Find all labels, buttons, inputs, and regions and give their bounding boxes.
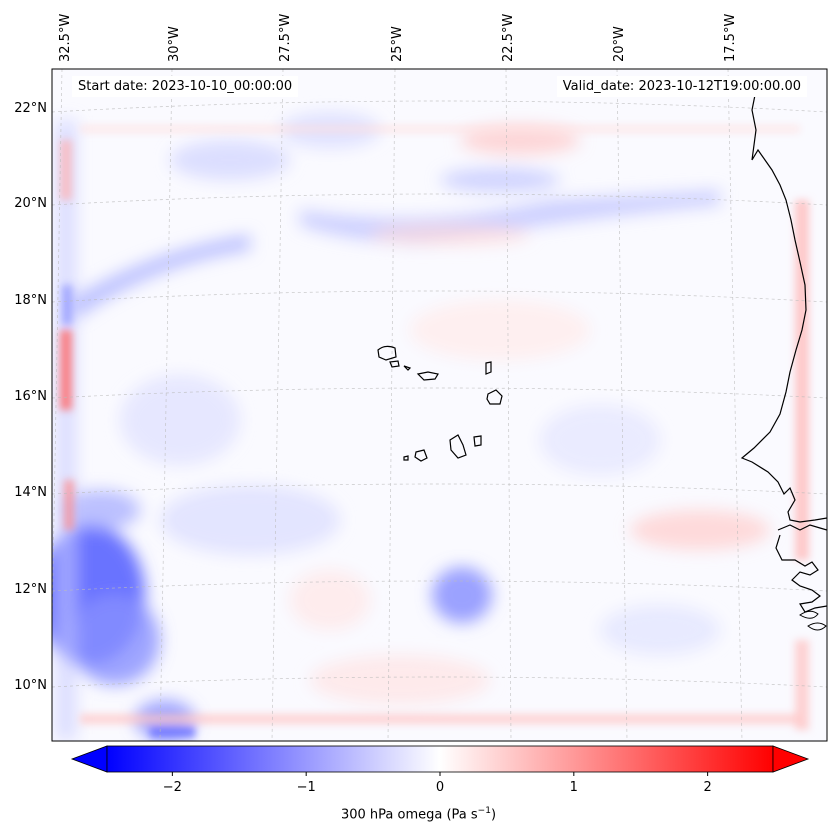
lat-label: 10°N xyxy=(14,678,47,693)
colorbar-label: 300 hPa omega (Pa s−1) xyxy=(0,806,837,822)
lat-label: 20°N xyxy=(14,196,47,211)
island-santo-antao xyxy=(377,345,397,361)
lon-label: 30°W xyxy=(167,26,182,62)
gambia-senegal-coast xyxy=(775,524,827,613)
gridline-lon-30 xyxy=(159,69,173,741)
lat-label: 22°N xyxy=(14,101,47,116)
gridline-lat-10 xyxy=(52,676,827,688)
gridline-lat-14 xyxy=(52,483,827,495)
lat-label: 12°N xyxy=(14,582,47,597)
island-santa-luzia xyxy=(403,365,412,371)
lat-label: 16°N xyxy=(14,389,47,404)
cape-verde-islands xyxy=(377,345,503,462)
gridline-lon-22.5 xyxy=(505,69,512,741)
lon-label: 25°W xyxy=(390,26,405,62)
lon-label: 27.5°W xyxy=(278,14,293,62)
island-sal xyxy=(485,361,492,375)
map-frame xyxy=(51,68,828,742)
gridlines xyxy=(52,69,827,741)
colorbar-label-exponent: −1 xyxy=(477,806,491,816)
gridline-lat-18 xyxy=(52,290,827,303)
lon-label: 20°W xyxy=(612,26,627,62)
colorbar-tick-label: −1 xyxy=(297,780,316,795)
colorbar-label-text: 300 hPa omega (Pa s xyxy=(340,807,478,823)
valid-date-label: Valid_date: 2023-10-12T19:00:00.00 xyxy=(556,76,807,97)
gridline-lat-16 xyxy=(52,387,827,399)
lon-label: 32.5°W xyxy=(58,14,73,62)
omega-field-patterns xyxy=(52,112,770,740)
colorbar-label-close: ) xyxy=(490,807,497,823)
west-africa-coastline xyxy=(740,94,827,523)
lat-label: 14°N xyxy=(14,485,47,500)
lat-label: 18°N xyxy=(14,293,47,308)
gridline-lon-17.5 xyxy=(727,69,743,741)
colorbar: −2 −1 0 1 2 xyxy=(70,745,810,795)
lon-tick-labels: 32.5°W 30°W 27.5°W 25°W 22.5°W 20°W 17.5… xyxy=(58,14,738,62)
gridline-lon-27.5 xyxy=(271,69,284,741)
island-sao-vicente xyxy=(389,360,400,368)
lon-label: 22.5°W xyxy=(501,14,516,62)
island-fogo xyxy=(414,449,428,462)
guinea-bissau-islands xyxy=(799,610,827,631)
gridline-lon-32.5 xyxy=(52,69,63,649)
colorbar-extend-min xyxy=(70,745,108,773)
island-boa-vista xyxy=(486,389,503,405)
island-maio xyxy=(473,435,482,447)
lon-label: 17.5°W xyxy=(723,14,738,62)
colorbar-tick-label: 0 xyxy=(436,780,444,795)
gridline-lon-20 xyxy=(616,69,628,741)
colorbar-extend-max xyxy=(772,745,810,773)
colorbar-tick-label: −2 xyxy=(163,780,182,795)
start-date-label: Start date: 2023-10-10_00:00:00 xyxy=(72,76,299,97)
island-sao-nicolau xyxy=(416,371,439,381)
gridline-lat-22 xyxy=(52,100,827,113)
colorbar-tick-label: 2 xyxy=(703,780,711,795)
omega-field-map xyxy=(52,69,827,741)
island-brava xyxy=(403,455,409,461)
gridline-lat-20 xyxy=(52,193,827,206)
colorbar-ticks: −2 −1 0 1 2 xyxy=(163,772,712,795)
gridline-lon-25 xyxy=(387,69,396,741)
lat-tick-labels: 22°N 20°N 18°N 16°N 14°N 12°N 10°N xyxy=(14,101,47,693)
colorbar-tick-label: 1 xyxy=(570,780,578,795)
island-santiago xyxy=(449,434,467,459)
colorbar-body xyxy=(106,745,774,773)
